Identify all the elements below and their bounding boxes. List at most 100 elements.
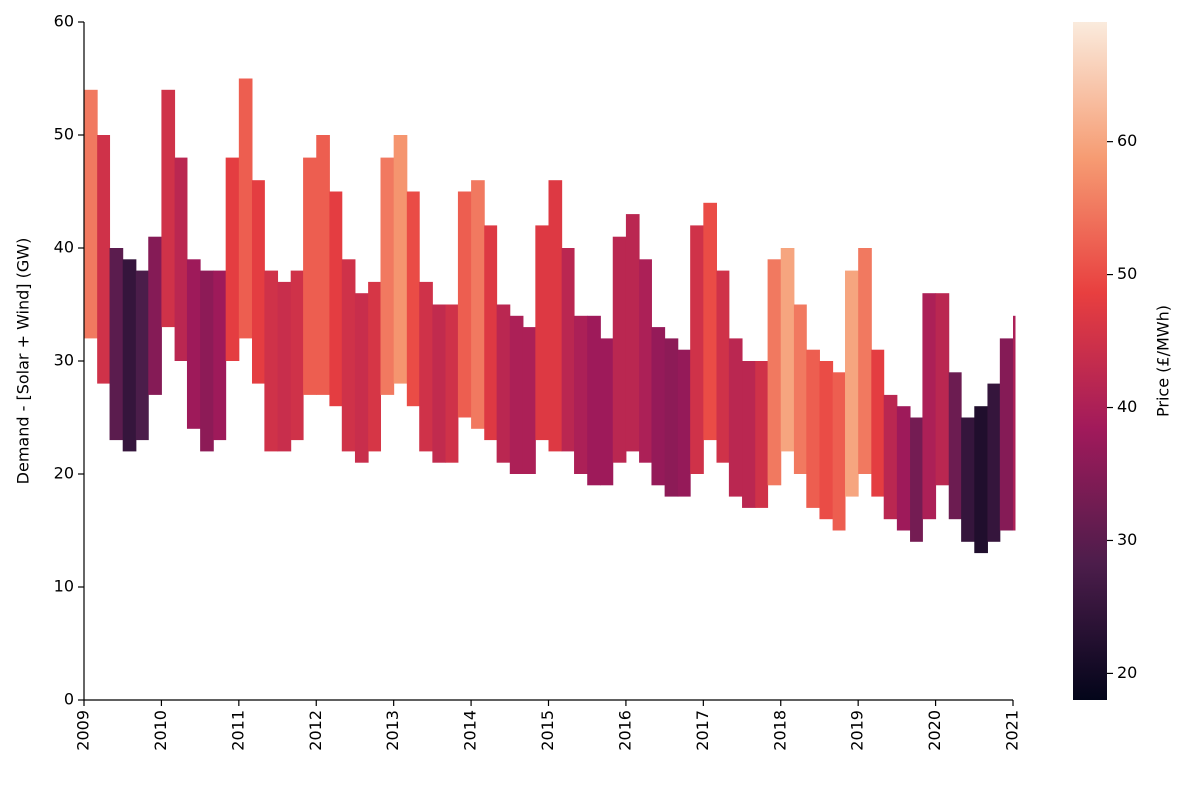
- band-segment: [225, 157, 240, 361]
- colorbar: [1073, 22, 1107, 700]
- band-segment: [728, 338, 743, 497]
- x-tick-label: 2014: [461, 710, 480, 751]
- band-segment: [432, 304, 447, 463]
- band-segment: [277, 281, 292, 452]
- band-segment: [587, 315, 601, 486]
- band-segment: [484, 225, 498, 441]
- band-segment: [186, 259, 201, 429]
- band-segment: [999, 338, 1014, 531]
- band-segment: [200, 270, 214, 452]
- x-tick-label: 2012: [306, 710, 325, 751]
- band-segment: [535, 225, 549, 441]
- band-segment: [97, 135, 111, 384]
- x-tick-label: 2013: [383, 710, 402, 751]
- x-tick-label: 2017: [693, 710, 712, 751]
- y-tick-label: 40: [54, 238, 74, 257]
- y-tick-label: 10: [54, 577, 74, 596]
- band-segment: [354, 293, 369, 463]
- band-segment: [329, 191, 343, 407]
- band-segment: [445, 304, 459, 463]
- x-tick-label: 2011: [228, 710, 247, 751]
- band-segment: [341, 259, 356, 452]
- band-segment: [148, 236, 162, 395]
- band-segment: [548, 180, 563, 452]
- band-segment: [84, 89, 98, 339]
- band-segment: [380, 157, 395, 395]
- y-tick-label: 60: [54, 12, 74, 31]
- x-tick-label: 2021: [1003, 710, 1022, 751]
- y-tick-label: 50: [54, 125, 74, 144]
- band-segment: [174, 157, 188, 361]
- band-segment: [522, 327, 536, 474]
- band-segment: [161, 89, 176, 328]
- x-tick-label: 2010: [151, 710, 170, 751]
- band-segment: [845, 270, 859, 497]
- colorbar-tick-label: 30: [1117, 530, 1137, 549]
- x-tick-label: 2019: [848, 710, 867, 751]
- band-segment: [883, 394, 898, 520]
- band-segment: [639, 259, 652, 463]
- band-segment: [935, 293, 950, 486]
- band-segment: [703, 202, 717, 441]
- y-tick-label: 30: [54, 351, 74, 370]
- band-segment: [509, 315, 524, 474]
- band-segment: [832, 372, 846, 531]
- band-segment: [690, 225, 704, 474]
- x-tick-label: 2015: [538, 710, 557, 751]
- colorbar-label: Price (£/MWh): [1154, 305, 1173, 417]
- band-segment: [561, 248, 575, 452]
- band-segment: [135, 270, 149, 441]
- colorbar-tick-label: 40: [1117, 397, 1137, 416]
- band-segment: [987, 383, 1001, 542]
- band-segment: [122, 259, 137, 452]
- y-tick-label: 20: [54, 464, 74, 483]
- x-tick-label: 2020: [925, 710, 944, 751]
- band-segment: [406, 191, 420, 407]
- band-segment: [871, 349, 885, 497]
- band-segment: [109, 248, 124, 441]
- band-segment: [457, 191, 472, 418]
- band-segment: [858, 248, 872, 474]
- band-segment: [767, 259, 782, 486]
- band-segment: [368, 281, 382, 452]
- y-axis-label: Demand - [Solar + Wind] (GW): [14, 238, 33, 485]
- band-segment: [264, 270, 279, 452]
- band-segment: [316, 135, 330, 395]
- band-segment: [600, 338, 614, 486]
- band-segment: [238, 78, 253, 339]
- band-segment: [961, 417, 975, 542]
- x-tick-label: 2018: [770, 710, 789, 751]
- band-segment: [974, 406, 988, 554]
- band-segment: [948, 372, 962, 520]
- band-segment: [471, 180, 485, 429]
- band-segment: [419, 281, 433, 452]
- band-segment: [625, 214, 640, 452]
- x-tick-label: 2009: [74, 710, 93, 751]
- band-segment: [574, 315, 588, 474]
- band-segment: [1013, 315, 1016, 531]
- colorbar-tick-label: 20: [1117, 663, 1137, 682]
- band-segment: [793, 304, 807, 474]
- band-segment: [910, 417, 923, 542]
- band-segment: [922, 293, 937, 520]
- band-segment: [393, 135, 408, 384]
- band-segment: [896, 406, 911, 531]
- band-segment: [213, 270, 227, 441]
- band-segment: [806, 349, 820, 508]
- colorbar-tick-label: 50: [1117, 264, 1137, 283]
- band-segment: [819, 361, 834, 520]
- band-segment: [664, 338, 679, 497]
- band-segment: [251, 180, 265, 384]
- band-segment: [496, 304, 511, 463]
- band-segment: [755, 361, 769, 508]
- band-segment: [716, 270, 730, 463]
- band-segment: [303, 157, 317, 395]
- band-segment: [742, 361, 756, 508]
- band-segment: [677, 349, 691, 497]
- colorbar-tick-label: 60: [1117, 131, 1137, 150]
- y-tick-label: 0: [64, 690, 74, 709]
- band-segment: [651, 327, 666, 486]
- band-segment: [780, 248, 795, 452]
- x-tick-label: 2016: [615, 710, 634, 751]
